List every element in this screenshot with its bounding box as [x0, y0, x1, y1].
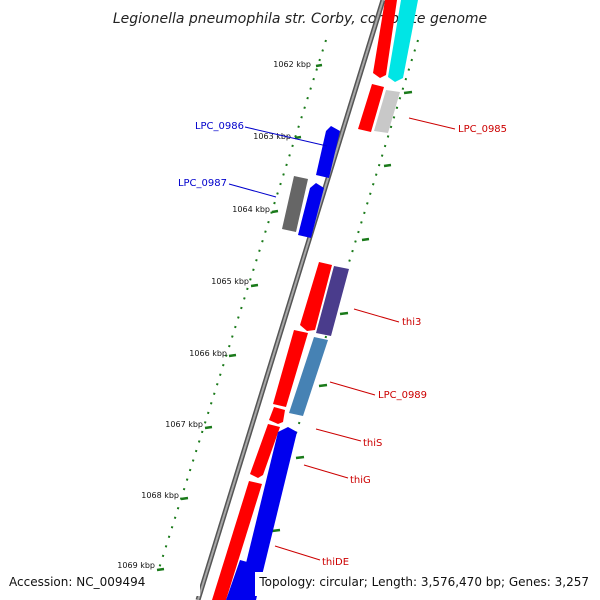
gene-feature[interactable] — [373, 0, 397, 78]
tick-label: 1062 kbp — [273, 60, 311, 69]
gene-feature-thide-red[interactable] — [212, 481, 262, 600]
gene-feature-lpc0987[interactable] — [298, 183, 324, 238]
tick-label: 1063 kbp — [253, 132, 291, 141]
accession-text: Accession: NC_009494 — [9, 575, 145, 589]
gene-feature-red[interactable] — [273, 330, 308, 407]
tick-label: 1066 kbp — [189, 349, 227, 358]
map-title: Legionella pneumophila str. Corby, compl… — [113, 11, 487, 27]
gene-feature-thi3[interactable] — [316, 266, 349, 336]
tick-label: 1065 kbp — [211, 277, 249, 286]
footer: Accession: NC_009494 Topology: circular;… — [0, 572, 600, 596]
gene-label-thi3[interactable]: thi3 — [402, 317, 421, 328]
gene-feature-this-blue[interactable] — [237, 427, 297, 600]
gene-feature-thide-blue[interactable] — [226, 560, 258, 600]
gene-label-this[interactable]: thiS — [363, 438, 382, 449]
gene-feature-small[interactable] — [269, 407, 285, 424]
gene-feature-lpc0986[interactable] — [316, 126, 340, 178]
topology-summary: Topology: circular; Length: 3,576,470 bp… — [258, 575, 589, 589]
feature-track-reverse — [282, 126, 340, 238]
gene-label-lpc0985[interactable]: LPC_0985 — [458, 124, 507, 135]
tick-label: 1068 kbp — [141, 491, 179, 500]
tick-labels: 1062 kbp 1063 kbp 1064 kbp 1065 kbp 1066… — [117, 60, 311, 570]
gene-feature-thi3-red[interactable] — [300, 262, 332, 331]
gene-label-lpc0989[interactable]: LPC_0989 — [378, 390, 427, 401]
tick-marks — [156, 63, 413, 572]
gene-label-thig[interactable]: thiG — [350, 475, 371, 486]
gene-labels: LPC_0986 LPC_0987 LPC_0985 thi3 LPC_0989… — [178, 117, 507, 568]
feature-track-forward — [212, 0, 397, 600]
gene-feature-lpc0984[interactable] — [358, 84, 384, 132]
tick-label: 1069 kbp — [117, 561, 155, 570]
gene-feature-lpc0989[interactable] — [289, 337, 328, 416]
gene-label-lpc0987[interactable]: LPC_0987 — [178, 178, 227, 189]
genome-backbone — [195, 0, 386, 600]
feature-track-outer — [226, 0, 418, 600]
tick-track-left — [156, 39, 327, 576]
tick-label: 1064 kbp — [232, 205, 270, 214]
gene-label-thide[interactable]: thiDE — [322, 557, 349, 568]
gene-feature-lpc0985[interactable] — [374, 90, 400, 133]
tick-label: 1067 kbp — [165, 420, 203, 429]
gene-feature-cyan[interactable] — [388, 0, 418, 82]
gene-feature-thig-red[interactable] — [250, 424, 280, 478]
gene-feature-lpc0987-gray[interactable] — [282, 176, 308, 232]
gene-label-lpc0986[interactable]: LPC_0986 — [195, 121, 244, 132]
